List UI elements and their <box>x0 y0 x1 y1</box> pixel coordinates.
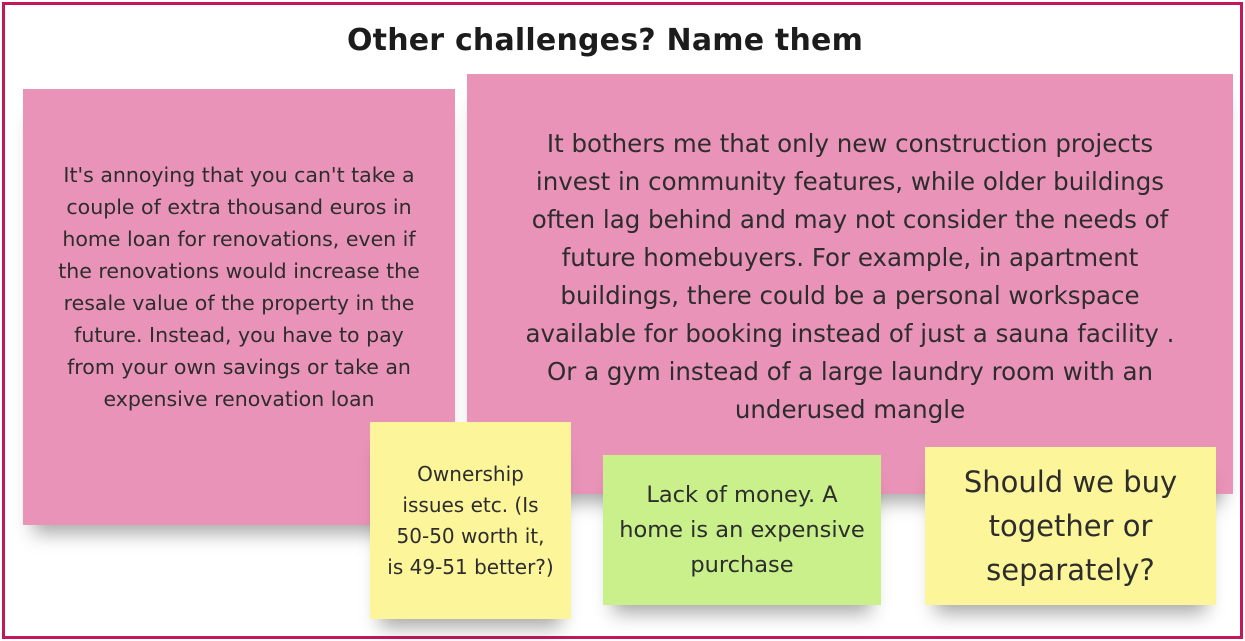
sticky-note-ownership-issues[interactable]: Ownership issues etc. (Is 50-50 worth it… <box>370 422 571 619</box>
sticky-note-text: It's annoying that you can't take a coup… <box>58 163 420 411</box>
sticky-note-text: Should we buy together or separately? <box>963 465 1178 587</box>
sticky-note-text: Lack of money. A home is an expensive pu… <box>619 481 865 578</box>
sticky-note-community-features[interactable]: It bothers me that only new construction… <box>467 74 1233 494</box>
sticky-note-text: Ownership issues etc. (Is 50-50 worth it… <box>387 461 554 579</box>
board-title: Other challenges? Name them <box>346 23 864 58</box>
sticky-note-text: It bothers me that only new construction… <box>525 128 1175 424</box>
sticky-note-buy-together[interactable]: Should we buy together or separately? <box>925 447 1216 605</box>
sticky-note-lack-of-money[interactable]: Lack of money. A home is an expensive pu… <box>603 455 881 605</box>
sticky-note-renovation-loan[interactable]: It's annoying that you can't take a coup… <box>23 89 455 525</box>
